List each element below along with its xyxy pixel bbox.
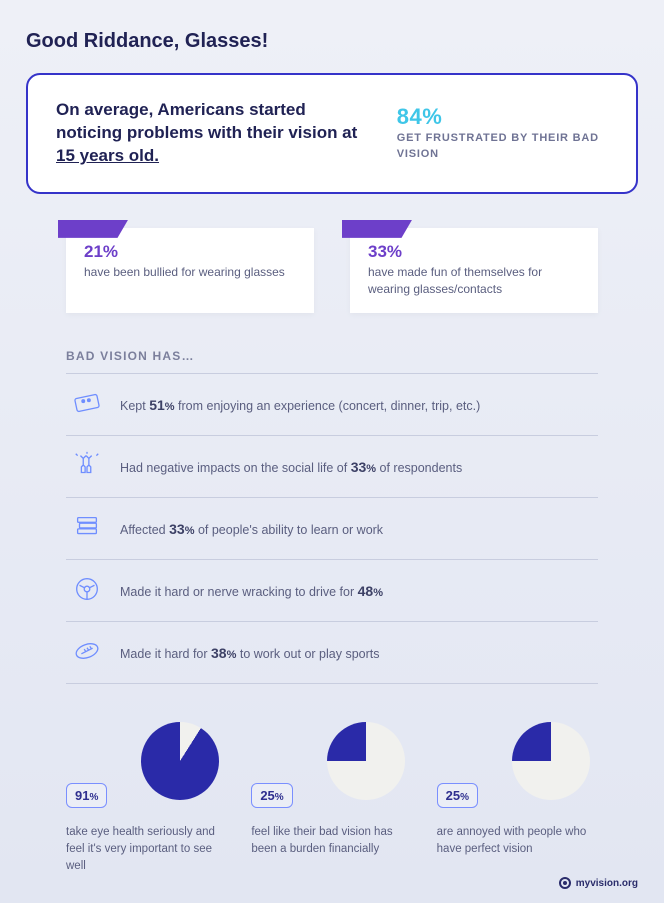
list-text: Made it hard for 38% to work out or play… <box>120 645 380 661</box>
list-item: Made it hard for 38% to work out or play… <box>66 621 598 684</box>
section-head: BAD VISION HAS… <box>26 349 638 373</box>
stat-pct: 21% <box>84 242 296 262</box>
list-text: Affected 33% of people's ability to lear… <box>120 521 383 537</box>
hero-pct: 84% <box>397 104 608 130</box>
pie-chart <box>512 722 590 800</box>
pie-text: are annoyed with people who have perfect… <box>437 824 598 857</box>
ticket-icon <box>72 388 102 421</box>
hero-sub: GET FRUSTRATED BY THEIR BAD VISION <box>397 130 608 163</box>
list-item: Had negative impacts on the social life … <box>66 435 598 497</box>
stat-card: 33% have made fun of themselves for wear… <box>350 228 598 314</box>
stat-text: have made fun of themselves for wearing … <box>368 264 580 298</box>
hero-stat: 84% GET FRUSTRATED BY THEIR BAD VISION <box>397 104 608 163</box>
list-text: Kept 51% from enjoying an experience (co… <box>120 397 480 413</box>
pie-chart <box>141 722 219 800</box>
pie-label: 25% <box>251 783 292 808</box>
hero-statement: On average, Americans started noticing p… <box>56 99 373 168</box>
books-icon <box>72 512 102 545</box>
page-title: Good Riddance, Glasses! <box>26 30 638 53</box>
list-text: Made it hard or nerve wracking to drive … <box>120 583 383 599</box>
stat-text: have been bullied for wearing glasses <box>84 264 296 281</box>
eye-icon <box>559 877 571 889</box>
pie-col: 25% feel like their bad vision has been … <box>251 722 412 874</box>
stat-pct: 33% <box>368 242 580 262</box>
pie-text: take eye health seriously and feel it's … <box>66 824 227 874</box>
football-icon <box>72 636 102 669</box>
pie-col: 25% are annoyed with people who have per… <box>437 722 598 874</box>
pie-chart <box>327 722 405 800</box>
stat-row: 21% have been bullied for wearing glasse… <box>26 228 638 314</box>
pie-label: 91% <box>66 783 107 808</box>
hero-box: On average, Americans started noticing p… <box>26 73 638 194</box>
pie-label: 25% <box>437 783 478 808</box>
pie-col: 91% take eye health seriously and feel i… <box>66 722 227 874</box>
bad-vision-list: Kept 51% from enjoying an experience (co… <box>26 373 638 684</box>
footer: myvision.org <box>559 877 638 889</box>
wheel-icon <box>72 574 102 607</box>
list-item: Affected 33% of people's ability to lear… <box>66 497 598 559</box>
list-item: Kept 51% from enjoying an experience (co… <box>66 373 598 435</box>
stat-card: 21% have been bullied for wearing glasse… <box>66 228 314 314</box>
list-item: Made it hard or nerve wracking to drive … <box>66 559 598 621</box>
cheers-icon <box>72 450 102 483</box>
list-text: Had negative impacts on the social life … <box>120 459 462 475</box>
pie-text: feel like their bad vision has been a bu… <box>251 824 412 857</box>
pie-row: 91% take eye health seriously and feel i… <box>26 722 638 874</box>
